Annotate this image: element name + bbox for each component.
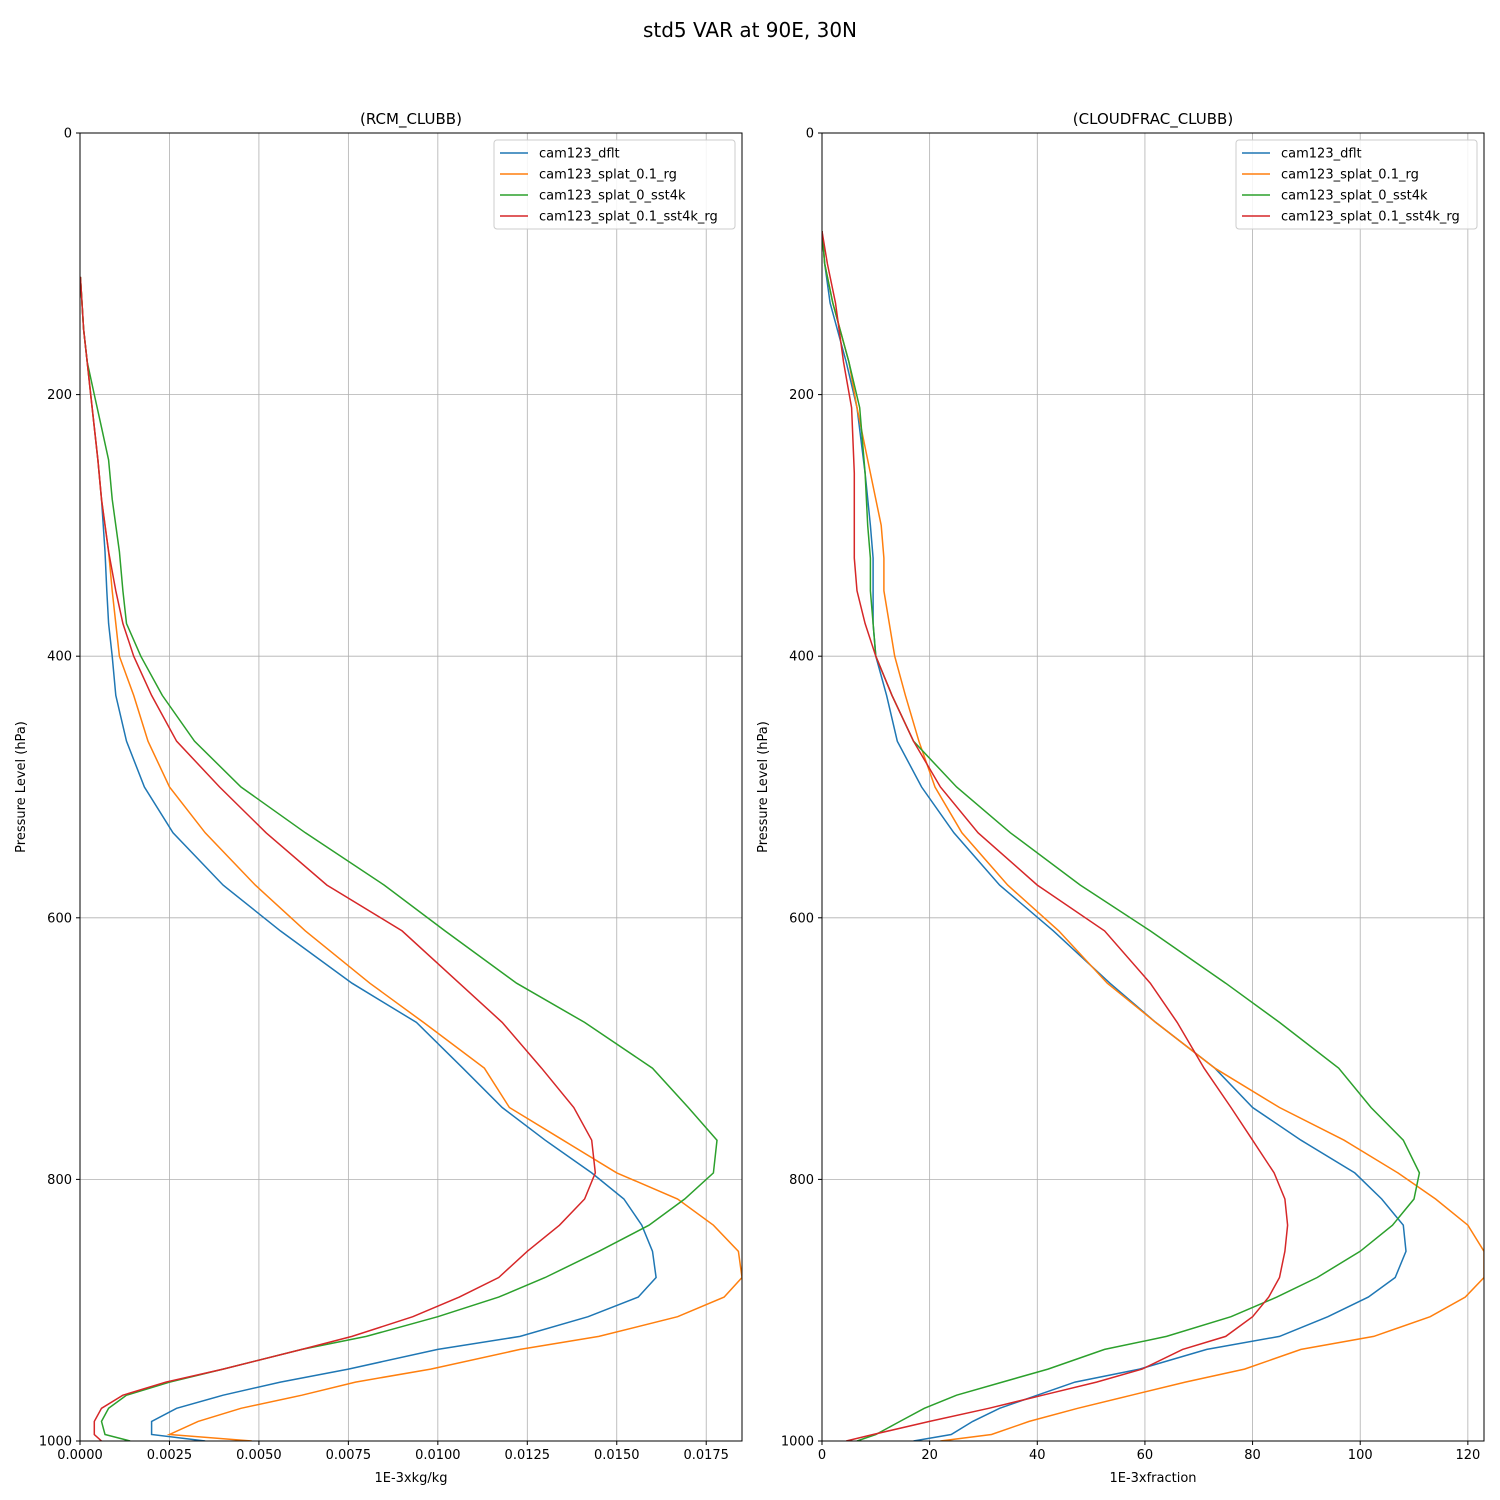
y-axis-label: Pressure Level (hPa)	[756, 721, 771, 853]
legend-frame	[1235, 139, 1478, 230]
y-axis-label: Pressure Level (hPa)	[14, 721, 29, 853]
x-tick-label: 0.0175	[683, 1448, 729, 1463]
y-tick-label: 400	[47, 650, 72, 665]
legend-entry: cam123_dflt	[539, 147, 620, 162]
x-tick-label: 0.0000	[57, 1448, 103, 1463]
y-tick-label: 600	[47, 911, 72, 926]
x-tick-label: 100	[1348, 1448, 1373, 1463]
x-tick-label: 0.0125	[505, 1448, 551, 1463]
y-tick-label: 200	[789, 388, 814, 403]
y-tick-label: 200	[47, 388, 72, 403]
legend-entry: cam123_splat_0_sst4k	[539, 189, 686, 204]
y-tick-label: 0	[64, 127, 72, 142]
y-tick-label: 1000	[39, 1435, 72, 1450]
x-axis-label: 1E-3xkg/kg	[374, 1471, 447, 1486]
series-line-cam123_dflt	[822, 231, 1407, 1441]
x-tick-label: 0	[818, 1448, 826, 1463]
subplot-title: (CLOUDFRAC_CLUBB)	[1073, 110, 1233, 129]
subplot-2: 0 20 40 60 80 100 120 0 200 400 600 800 1000 (CLOUDFR…	[756, 110, 1485, 1486]
legend: cam123_dflt cam123_splat_0.1_rg cam123_spl…	[1235, 139, 1478, 230]
y-tick-label: 400	[789, 650, 814, 665]
legend: cam123_dflt cam123_splat_0.1_rg cam123_spl…	[493, 139, 736, 230]
x-tick-label: 40	[1029, 1448, 1046, 1463]
x-tick-label: 0.0150	[594, 1448, 640, 1463]
y-tick-label: 800	[47, 1173, 72, 1188]
legend-entry: cam123_splat_0.1_sst4k_rg	[539, 210, 718, 225]
legend-frame	[493, 139, 736, 230]
legend-entry: cam123_splat_0.1_rg	[1281, 168, 1419, 183]
series-line-cam123_dflt	[80, 276, 657, 1441]
y-tick-label: 800	[789, 1173, 814, 1188]
x-tick-label: 20	[921, 1448, 938, 1463]
figure-title: std5 VAR at 90E, 30N	[643, 18, 857, 42]
x-tick-label: 0.0050	[236, 1448, 282, 1463]
x-tick-label: 80	[1244, 1448, 1261, 1463]
x-tick-label: 0.0075	[326, 1448, 372, 1463]
x-tick-label: 60	[1137, 1448, 1154, 1463]
x-axis-label: 1E-3xfraction	[1109, 1471, 1196, 1486]
axes-frame	[79, 132, 743, 1442]
x-tick-label: 120	[1455, 1448, 1480, 1463]
legend-entry: cam123_dflt	[1281, 147, 1362, 162]
series-line-cam123_splat_0_sst4k	[822, 231, 1421, 1441]
legend-entry: cam123_splat_0.1_sst4k_rg	[1281, 210, 1460, 225]
legend-entry: cam123_splat_0_sst4k	[1281, 189, 1428, 204]
axes-frame	[821, 132, 1485, 1442]
y-tick-label: 600	[789, 911, 814, 926]
series-line-cam123_splat_0_sst4k	[80, 276, 718, 1441]
subplot-title: (RCM_CLUBB)	[360, 110, 462, 129]
series-line-cam123_splat_0.1_rg	[822, 231, 1484, 1441]
x-tick-label: 0.0100	[415, 1448, 461, 1463]
x-tick-label: 0.0025	[147, 1448, 193, 1463]
series-line-cam123_splat_0.1_rg	[80, 276, 742, 1441]
subplot-1: 0.0000 0.0025 0.0050 0.0075 0.0100 0.0125 0.01…	[14, 110, 743, 1486]
legend-entry: cam123_splat_0.1_rg	[539, 168, 677, 183]
y-tick-label: 1000	[781, 1435, 814, 1450]
y-tick-label: 0	[806, 127, 814, 142]
series-line-cam123_splat_0.1_sst4k_rg	[822, 230, 1289, 1441]
series-line-cam123_splat_0.1_sst4k_rg	[80, 276, 597, 1441]
